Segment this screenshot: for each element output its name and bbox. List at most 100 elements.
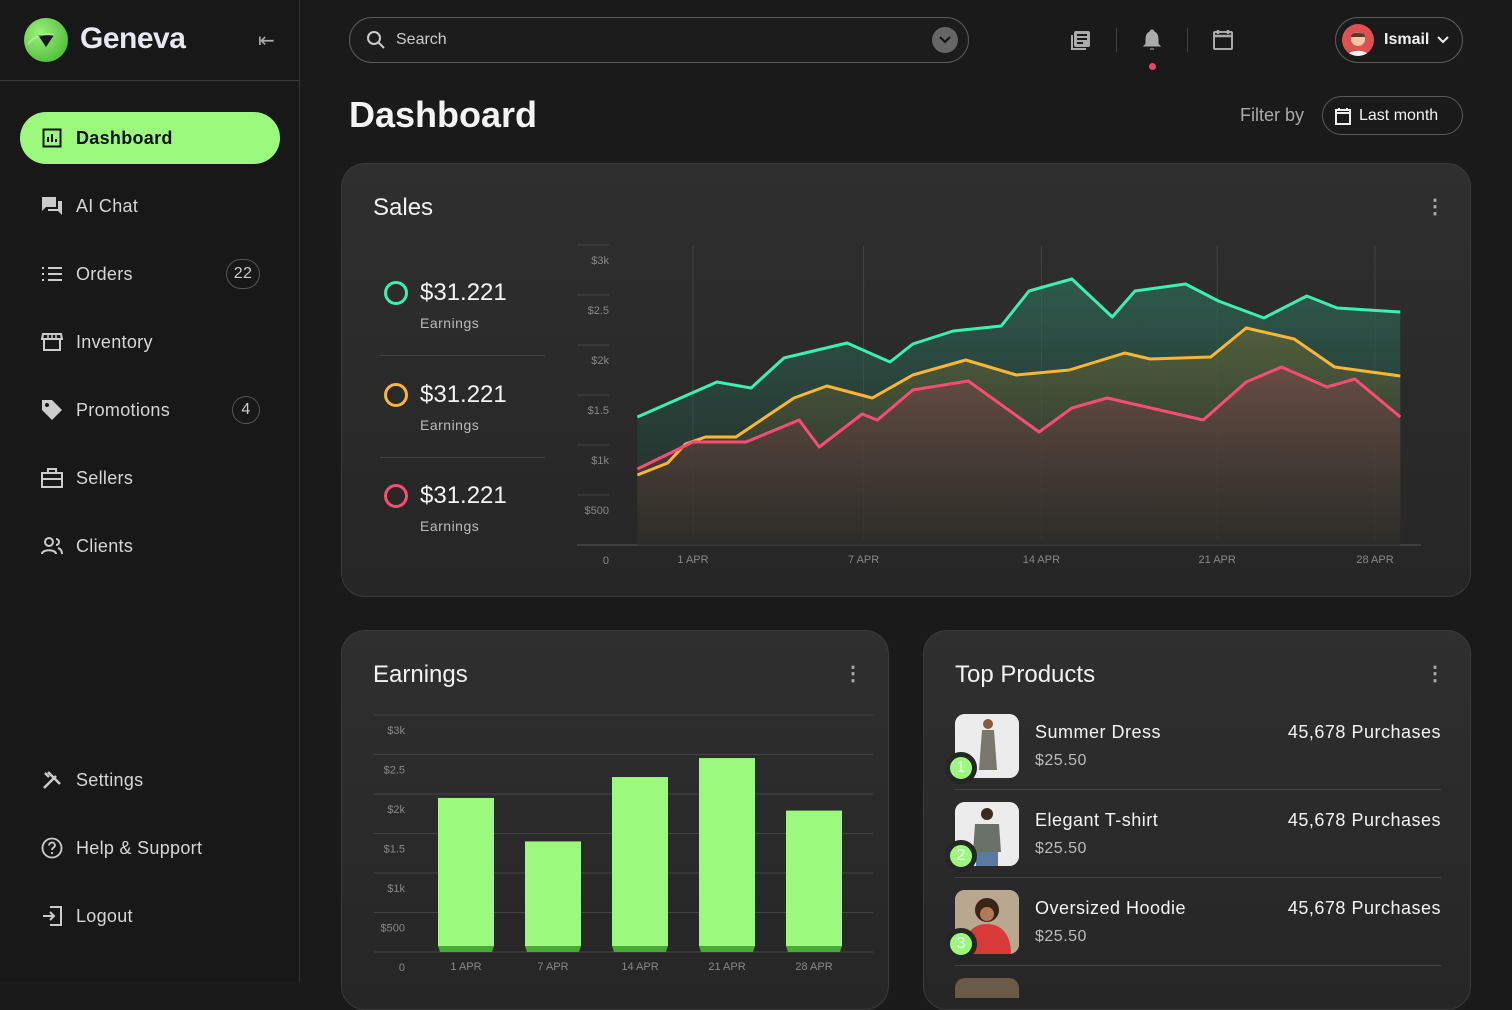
sidebar-item-clients[interactable]: Clients — [20, 520, 280, 572]
y-tick-label: $2.5 — [588, 305, 609, 317]
search-input[interactable] — [396, 31, 916, 49]
stat-value: $31.221 — [420, 482, 507, 509]
sidebar-item-dashboard[interactable]: Dashboard — [20, 112, 280, 164]
card-title: Earnings — [373, 661, 468, 688]
avatar — [1342, 24, 1374, 56]
product-row[interactable]: 2 Elegant T-shirt $25.50 45,678 Purchase… — [945, 802, 1441, 890]
user-menu[interactable]: Ismail — [1335, 17, 1463, 63]
y-tick-label: $2.5 — [384, 765, 405, 777]
x-tick-label: 21 APR — [1199, 554, 1236, 566]
bar — [525, 841, 581, 946]
x-tick-label: 28 APR — [1356, 554, 1393, 566]
x-tick-label: 14 APR — [621, 961, 658, 973]
news-icon[interactable] — [1069, 28, 1093, 52]
sidebar-item-promotions[interactable]: Promotions 4 — [20, 384, 280, 436]
sidebar-item-label: Settings — [76, 769, 144, 790]
orders-count-badge: 22 — [226, 259, 260, 289]
product-purchases: 45,678 Purchases — [1287, 898, 1441, 918]
sidebar-item-label: Help & Support — [76, 837, 203, 858]
store-icon — [40, 330, 64, 354]
bar — [612, 777, 668, 946]
series-area — [637, 367, 1401, 545]
sidebar-item-ai-chat[interactable]: AI Chat — [20, 180, 280, 232]
y-tick-label: $500 — [381, 923, 405, 935]
product-price: $25.50 — [1035, 840, 1087, 857]
sidebar: Geneva ⇤ Dashboard AI Chat Orders 22 Inv… — [0, 0, 300, 982]
search-dropdown-button[interactable] — [932, 27, 958, 53]
x-tick-label: 28 APR — [795, 961, 832, 973]
product-image — [955, 714, 1019, 778]
legend-ring-red-icon — [384, 484, 408, 508]
stat-label: Earnings — [420, 315, 480, 331]
collapse-sidebar-icon[interactable]: ⇤ — [258, 30, 275, 52]
calendar-icon[interactable] — [1211, 28, 1235, 52]
top-products-card: Top Products ⋮ 1 Summer Dress $25.50 45,… — [923, 630, 1471, 1010]
y-tick-label: 0 — [603, 555, 609, 567]
earnings-bar-chart: 0 $500 $1k $1.5 $2k $2.5 $3k 1 APR 7 APR 14 APR 21… — [374, 714, 873, 974]
divider — [955, 789, 1441, 790]
date-filter-value: Last month — [1359, 106, 1439, 124]
earnings-card: Earnings ⋮ 0 $500 $1k $1.5 $2k $2.5 $3k 1 APR 7 … — [341, 630, 889, 1010]
sidebar-item-logout[interactable]: Logout — [20, 890, 280, 942]
product-name: Summer Dress — [1035, 722, 1162, 742]
sidebar-item-label: Promotions — [76, 399, 171, 420]
rank-badge: 1 — [945, 752, 977, 784]
page-title: Dashboard — [349, 94, 538, 135]
bar-base — [786, 946, 842, 952]
divider — [1187, 28, 1188, 52]
product-image — [955, 978, 1019, 998]
bar-chart-icon — [40, 126, 64, 150]
series-line — [636, 326, 1401, 477]
chat-icon — [40, 194, 64, 218]
user-name: Ismail — [1384, 31, 1430, 48]
product-row[interactable]: 3 Oversized Hoodie $25.50 45,678 Purchas… — [945, 890, 1441, 978]
y-tick-label: $1.5 — [384, 844, 405, 856]
x-tick-label: 1 APR — [450, 961, 481, 973]
card-title: Top Products — [955, 661, 1096, 688]
rank-badge: 3 — [945, 928, 977, 960]
product-purchases: 45,678 Purchases — [1287, 722, 1441, 742]
sidebar-item-label: Sellers — [76, 467, 134, 488]
more-options-icon[interactable]: ⋮ — [1425, 196, 1445, 218]
sidebar-item-settings[interactable]: Settings — [20, 754, 280, 806]
stat-red: $31.221 Earnings — [384, 482, 507, 534]
more-options-icon[interactable]: ⋮ — [1425, 663, 1445, 685]
chevron-down-icon — [1437, 36, 1450, 44]
divider — [955, 877, 1441, 878]
y-tick-label: $500 — [585, 505, 609, 517]
search-icon — [367, 31, 385, 49]
stat-value: $31.221 — [420, 279, 507, 306]
sidebar-item-label: Dashboard — [76, 127, 173, 148]
bar — [786, 810, 842, 946]
y-tick-label: $1.5 — [588, 405, 609, 417]
x-tick-label: 7 APR — [848, 554, 879, 566]
divider — [955, 965, 1441, 966]
sales-card: Sales ⋮ $31.221 Earnings $31.221 Earning… — [341, 163, 1471, 597]
sidebar-item-label: Logout — [76, 905, 133, 926]
y-tick-label: $3k — [591, 255, 609, 267]
filter-label: Filter by — [1240, 105, 1305, 125]
stat-orange: $31.221 Earnings — [384, 381, 507, 433]
sidebar-item-orders[interactable]: Orders 22 — [20, 248, 280, 300]
product-row[interactable]: 1 Summer Dress $25.50 45,678 Purchases — [945, 714, 1441, 802]
more-options-icon[interactable]: ⋮ — [843, 663, 863, 685]
bar-base — [699, 946, 755, 952]
search-bar[interactable] — [349, 17, 969, 63]
sidebar-item-inventory[interactable]: Inventory — [20, 316, 280, 368]
bell-icon[interactable] — [1140, 28, 1164, 52]
logout-icon — [40, 904, 64, 928]
geneva-logo — [24, 18, 68, 62]
divider — [380, 457, 545, 458]
bar — [699, 758, 755, 946]
date-filter-button[interactable]: Last month — [1322, 96, 1463, 135]
bar-base — [525, 946, 581, 952]
legend-ring-orange-icon — [384, 383, 408, 407]
divider — [0, 80, 300, 81]
stat-value: $31.221 — [420, 381, 507, 408]
sidebar-item-label: Clients — [76, 535, 134, 556]
stat-label: Earnings — [420, 518, 480, 534]
list-icon — [40, 262, 64, 286]
sidebar-item-help[interactable]: Help & Support — [20, 822, 280, 874]
sidebar-item-sellers[interactable]: Sellers — [20, 452, 280, 504]
divider — [1116, 28, 1117, 52]
